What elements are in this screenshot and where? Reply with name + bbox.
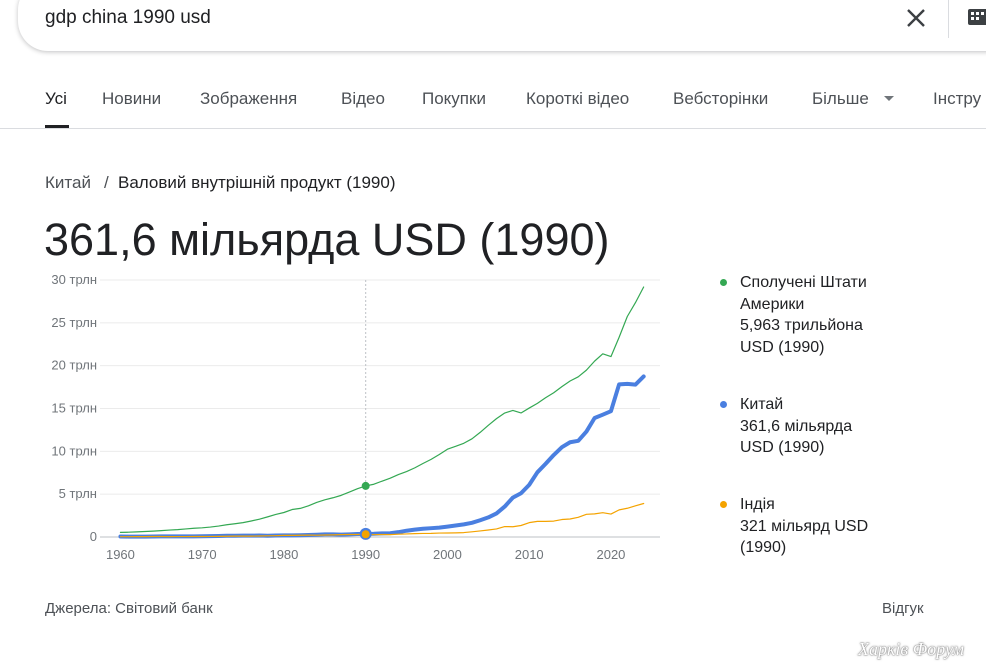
headline: 361,6 мільярда USD (1990) <box>44 214 610 265</box>
y-tick-label: 5 трлн <box>59 486 97 501</box>
divider <box>948 0 949 38</box>
tab[interactable]: Більше <box>812 89 869 108</box>
legend-name: Індія <box>740 496 775 513</box>
tab[interactable]: Зображення <box>200 89 298 108</box>
legend-value: 361,6 мільярда USD (1990) <box>740 417 853 457</box>
tab[interactable]: Новини <box>102 89 162 108</box>
tab[interactable]: Інстру <box>933 89 982 108</box>
legend-entry: Індія 321 мільярд USD (1990) <box>740 494 880 559</box>
tab[interactable]: Відео <box>341 89 385 108</box>
source: Джерела: Світовий банк <box>45 600 213 617</box>
x-tick-label: 1960 <box>106 547 135 562</box>
x-tick-label: 1970 <box>188 547 217 562</box>
series-line <box>119 286 645 533</box>
x-tick-label: 1990 <box>351 547 380 562</box>
active-tab-indicator <box>45 125 69 128</box>
x-tick-label: 2000 <box>433 547 462 562</box>
watermark: Харків Форум <box>858 639 964 659</box>
legend-dot <box>720 501 727 508</box>
search-box[interactable] <box>18 0 986 51</box>
tab[interactable]: Вебсторінки <box>673 89 769 108</box>
more-caret <box>884 96 894 101</box>
legend-value: 5,963 трильйона USD (1990) <box>740 317 863 356</box>
series-line <box>118 374 646 539</box>
legend-name: Сполучені Штати Америки <box>740 274 867 313</box>
y-tick-label: 30 трлн <box>51 272 97 287</box>
y-tick-label: 25 трлн <box>51 315 97 330</box>
legend-entry: Китай 361,6 мільярда USD (1990) <box>740 394 880 459</box>
x-tick-label: 2020 <box>596 547 625 562</box>
y-tick-label: 20 трлн <box>51 358 97 373</box>
legend-value: 321 мільярд USD (1990) <box>740 517 869 557</box>
selected-point <box>361 481 370 490</box>
legend-entry: Сполучені Штати Америки 5,963 трильйона U… <box>740 272 880 358</box>
breadcrumb-sep: / <box>104 173 109 192</box>
selected-point <box>361 530 370 539</box>
tabs-separator <box>0 128 986 129</box>
legend-dot <box>720 401 727 408</box>
search-query[interactable]: gdp china 1990 usd <box>45 7 211 28</box>
x-tick-label: 1980 <box>269 547 298 562</box>
tab[interactable]: Усі <box>45 89 67 108</box>
y-tick-label: 0 <box>90 529 97 544</box>
tab[interactable]: Покупки <box>422 89 486 108</box>
series-line <box>119 502 645 538</box>
breadcrumb-current: Валовий внутрішній продукт (1990) <box>118 173 396 192</box>
legend-name: Китай <box>740 396 784 413</box>
clear-icon[interactable] <box>905 7 927 29</box>
feedback[interactable]: Відгук <box>882 600 924 617</box>
y-tick-label: 10 трлн <box>51 443 97 458</box>
y-tick-label: 15 трлн <box>51 401 97 416</box>
breadcrumb-link[interactable]: Китай <box>45 173 91 192</box>
keyboard-icon[interactable] <box>968 9 986 25</box>
legend-dot <box>720 279 727 286</box>
x-tick-label: 2010 <box>515 547 544 562</box>
tab[interactable]: Короткі відео <box>526 89 630 108</box>
